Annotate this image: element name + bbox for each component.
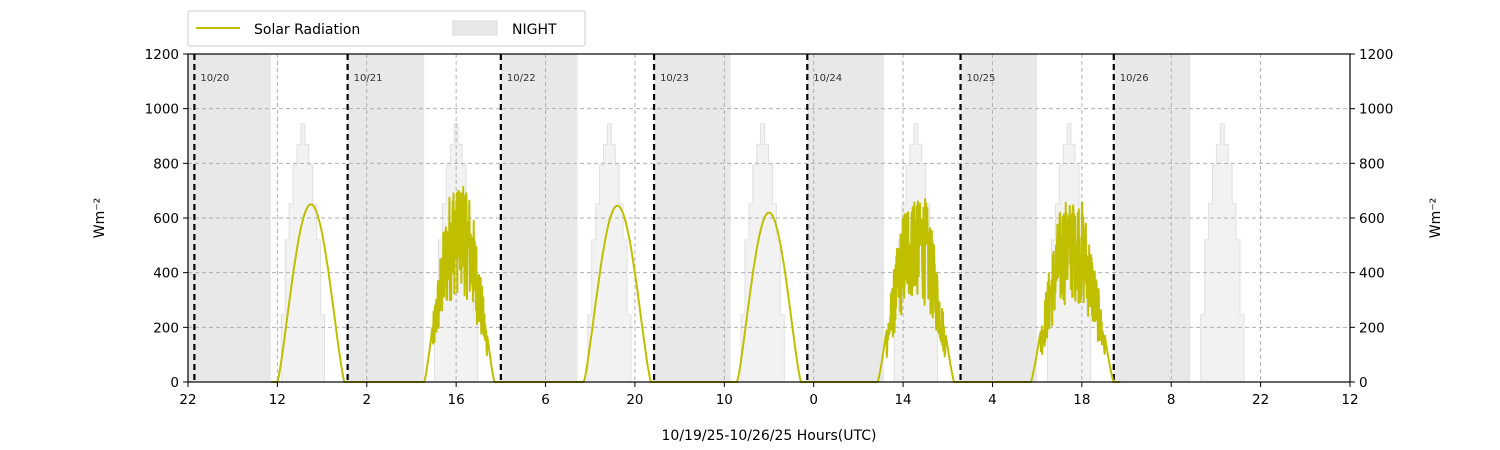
clear-sky-profile-5 [1043, 123, 1095, 383]
day-marker-label-10/21: 10/21 [354, 73, 383, 84]
x-tick-label-2: 2 [362, 392, 371, 408]
y-tick-label-right-0: 0 [1359, 375, 1368, 391]
legend-night-swatch [452, 20, 498, 36]
clear-sky-profile-2 [583, 123, 635, 383]
x-tick-label-4: 6 [541, 392, 550, 408]
x-tick-label-0: 22 [179, 392, 196, 408]
y-tick-label-right-200: 200 [1359, 320, 1385, 336]
y-tick-label-left-0: 0 [170, 375, 179, 391]
day-marker-label-10/22: 10/22 [507, 73, 536, 84]
x-tick-label-8: 14 [894, 392, 911, 408]
y-axis-title-left: Wm⁻² [92, 198, 108, 238]
plot-area: 10/20 10/21 10/22 10/23 10/24 10/25 10/260 0200… [145, 47, 1394, 408]
y-tick-label-left-600: 600 [153, 211, 179, 227]
day-marker-label-10/23: 10/23 [660, 73, 689, 84]
day-marker-label-10/24: 10/24 [813, 73, 842, 84]
y-tick-label-right-1000: 1000 [1359, 102, 1393, 118]
x-tick-label-6: 10 [716, 392, 733, 408]
legend-night-label: NIGHT [512, 22, 557, 38]
y-tick-label-left-1200: 1200 [145, 47, 179, 63]
series-solar-radiation-line [271, 185, 1121, 383]
day-marker-label-10/26: 10/26 [1120, 73, 1149, 84]
x-tick-label-10: 18 [1073, 392, 1090, 408]
legend-frame [187, 10, 586, 47]
y-tick-label-right-400: 400 [1359, 266, 1385, 282]
x-tick-label-11: 8 [1167, 392, 1176, 408]
y-axis-title-right: Wm⁻² [1428, 198, 1444, 238]
y-tick-label-right-600: 600 [1359, 211, 1385, 227]
x-tick-label-12: 22 [1252, 392, 1269, 408]
x-tick-label-1: 12 [269, 392, 286, 408]
y-tick-label-right-1200: 1200 [1359, 47, 1393, 63]
day-marker-label-10/20: 10/20 [200, 73, 229, 84]
x-tick-label-5: 20 [626, 392, 643, 408]
legend-solar-label: Solar Radiation [254, 22, 360, 38]
day-marker-label-10/25: 10/25 [967, 73, 996, 84]
y-tick-label-left-800: 800 [153, 156, 179, 172]
x-tick-label-13: 12 [1341, 392, 1358, 408]
y-tick-label-left-200: 200 [153, 320, 179, 336]
y-tick-label-left-400: 400 [153, 266, 179, 282]
legend: Solar Radiation NIGHT [187, 10, 586, 47]
x-tick-label-3: 16 [448, 392, 465, 408]
x-tick-label-9: 4 [988, 392, 997, 408]
clear-sky-profile-6 [1196, 123, 1248, 383]
night-band-0 [188, 54, 271, 382]
clear-sky-profile-3 [737, 123, 789, 383]
y-tick-label-right-800: 800 [1359, 156, 1385, 172]
x-tick-label-7: 0 [809, 392, 818, 408]
y-tick-label-left-1000: 1000 [145, 102, 179, 118]
clear-sky-profile-0 [277, 123, 329, 383]
x-axis-title: 10/19/25-10/26/25 Hours(UTC) [662, 428, 877, 444]
